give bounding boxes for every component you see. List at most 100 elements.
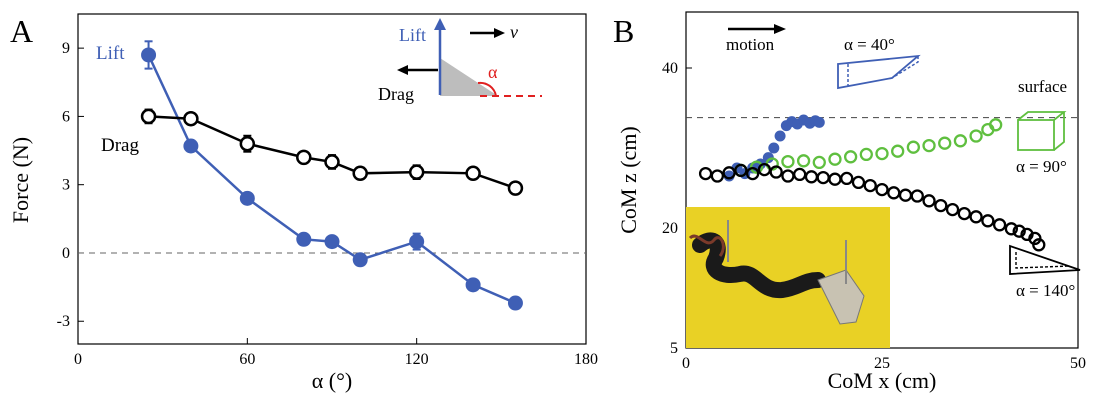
alpha-140-point (969, 210, 983, 224)
alpha-90-point (891, 144, 905, 158)
robot-head-plate (817, 269, 865, 325)
lift-point (239, 190, 255, 206)
alpha-90-point (875, 146, 889, 161)
panel-label-b: B (613, 13, 634, 49)
lift-point (324, 234, 340, 250)
alpha-90-point (859, 147, 873, 162)
alpha-90-point (969, 129, 983, 143)
alpha-90-point (812, 155, 826, 170)
alpha-140-label: α = 140° (1016, 281, 1075, 300)
panel-a-ylabel: Force (N) (8, 137, 33, 223)
x-tick-label: 60 (239, 351, 255, 368)
drag-series-label: Drag (101, 135, 139, 156)
panel-a-frame (77, 13, 587, 345)
panel-a-xlabel: α (°) (312, 368, 352, 393)
lift-point (183, 138, 199, 154)
alpha-140-point (828, 172, 842, 186)
alpha-140-point (910, 189, 924, 203)
panel-a-axes (77, 13, 587, 345)
alpha-140-point (945, 202, 960, 217)
panel-a-ticks: 0 60 120 180 -3 0 3 6 9 (57, 40, 598, 368)
alpha-140-point (698, 166, 713, 181)
alpha-140-point (1004, 222, 1019, 236)
robot-wires (688, 234, 725, 257)
lift-series-label: Lift (96, 43, 125, 64)
robot-body (692, 232, 826, 299)
alpha-140-point (745, 166, 760, 181)
alpha-90-point (989, 118, 1003, 132)
panel-b-xlabel: CoM x (cm) (828, 368, 937, 393)
alpha-40-point (813, 116, 825, 128)
alpha-140-point (804, 170, 819, 184)
alpha-90-point (843, 150, 858, 164)
drag-point (183, 110, 199, 127)
alpha-140-point (957, 206, 971, 221)
alpha-140-point (793, 167, 807, 182)
inset-lift-label: Lift (399, 25, 426, 45)
alpha-90-label: α = 90° (1016, 157, 1067, 176)
velocity-arrowhead (494, 28, 505, 38)
alpha-90-point (796, 154, 811, 168)
alpha-40-label: α = 40° (844, 35, 895, 54)
drag-series-line (148, 115, 516, 190)
alpha-140-point (863, 178, 877, 193)
alpha-140-point (757, 162, 772, 177)
drag-point (465, 165, 481, 182)
panel-b-ticks: 0 25 50 5 20 40 (662, 60, 1086, 372)
alpha-140-point (1032, 238, 1046, 252)
drag-point (324, 154, 340, 170)
alpha-90-point (938, 136, 952, 150)
drag-point (507, 180, 524, 196)
alpha-140-point (734, 163, 748, 178)
alpha-140-point (710, 169, 725, 183)
y-tick-label: 3 (62, 177, 70, 194)
wedge-40-icon: α = 40° (837, 35, 921, 90)
drag-point (352, 165, 368, 182)
alpha-90-point (781, 154, 795, 169)
drag-arrowhead (397, 65, 408, 75)
lift-point (352, 252, 368, 268)
y-tick-label: -3 (57, 313, 70, 330)
drag-point (140, 108, 157, 125)
panel-a-plot (78, 40, 586, 311)
velocity-label: v (510, 22, 518, 42)
angle-label: α (488, 62, 498, 82)
cube-90-icon: α = 90° (1016, 111, 1067, 176)
alpha-90-point (953, 134, 968, 148)
lift-arrowhead (434, 18, 446, 30)
alpha-140-point (992, 218, 1007, 232)
lift-point (409, 234, 425, 250)
alpha-140-point (722, 166, 736, 180)
alpha-140-point (875, 182, 889, 197)
alpha-140-point (851, 175, 866, 190)
alpha-140-point (840, 171, 854, 186)
alpha-140-point (781, 169, 795, 183)
panel-b-plot (686, 114, 1078, 252)
lift-point (296, 231, 312, 247)
lift-point (465, 277, 481, 293)
lift-point (141, 47, 157, 63)
alpha-140-point (922, 194, 936, 208)
panel-label-a: A (10, 13, 33, 49)
alpha-40-point (768, 142, 780, 154)
y-tick-label: 40 (662, 60, 678, 77)
surface-label: surface (1018, 77, 1067, 96)
panel-b-ylabel: CoM z (cm) (616, 126, 641, 234)
alpha-140-point (769, 165, 783, 179)
x-tick-label: 120 (405, 351, 429, 368)
wedge-shape (440, 58, 498, 96)
y-tick-label: 6 (62, 108, 70, 125)
x-tick-label: 50 (1070, 355, 1086, 372)
drag-point (239, 135, 256, 152)
alpha-90-point (906, 140, 921, 154)
y-tick-label: 0 (62, 245, 70, 262)
motion-arrowhead (774, 24, 786, 34)
alpha-90-point (828, 152, 842, 166)
y-tick-label: 5 (670, 340, 678, 357)
drag-point (296, 149, 312, 166)
alpha-90-point (922, 138, 936, 153)
alpha-40-point (762, 152, 774, 164)
motion-label: motion (726, 35, 775, 54)
x-tick-label: 25 (874, 355, 890, 372)
